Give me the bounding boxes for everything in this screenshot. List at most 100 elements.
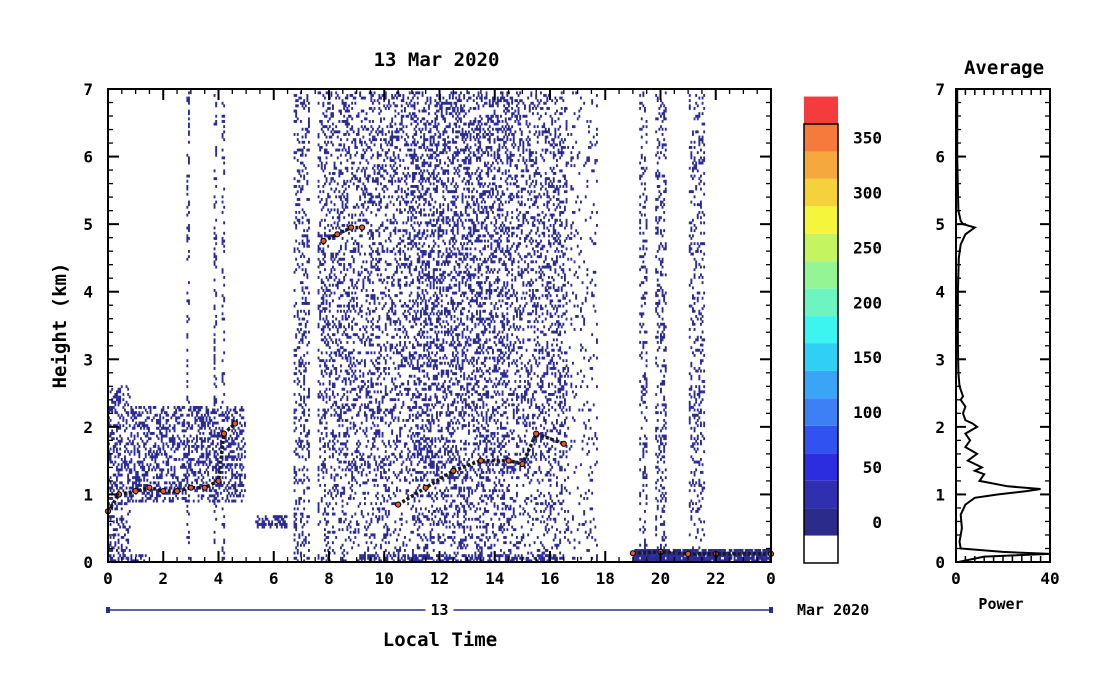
heatmap-cell [325,125,328,129]
heatmap-cell [296,507,299,511]
heatmap-cell [388,309,390,313]
heatmap-cell [421,478,424,482]
heatmap-cell [333,333,336,337]
heatmap-cell [325,411,328,415]
heatmap-cell [207,424,210,428]
heatmap-cell [394,554,397,558]
heatmap-cell [332,452,334,456]
heatmap-cell [191,411,194,415]
heatmap-cell [303,398,306,402]
heatmap-cell [320,338,323,342]
heatmap-cell [397,416,400,420]
heatmap-cell [223,338,226,342]
heatmap-cell [416,252,419,256]
heatmap-cell [319,159,322,162]
heatmap-cell [388,528,390,532]
heatmap-cell [378,96,381,100]
heatmap-cell [308,239,310,243]
heatmap-cell [239,458,242,461]
heatmap-cell [352,541,355,545]
heatmap-cell [306,515,309,519]
heatmap-cell [293,361,296,365]
heatmap-cell [378,195,381,199]
heatmap-cell [327,491,330,495]
heatmap-cell [343,432,346,435]
heatmap-cell [112,481,115,485]
heatmap-cell [186,476,189,480]
heatmap-cell [412,135,414,139]
heatmap-cell [282,520,285,524]
heatmap-cell [341,281,344,285]
heatmap-cell [420,442,422,446]
heatmap-cell [424,411,427,415]
heatmap-cell [388,512,390,516]
heatmap-cell [380,291,382,295]
heatmap-cell [324,528,326,532]
heatmap-cell [336,216,339,220]
heatmap-cell [232,408,235,412]
heatmap-cell [213,263,216,266]
heatmap-cell [384,185,387,188]
heatmap-cell [109,476,112,480]
heatmap-cell [360,359,363,363]
heatmap-cell [327,278,330,282]
heatmap-cell [357,385,360,389]
heatmap-cell [325,543,328,547]
heatmap-cell [296,169,299,173]
heatmap-cell [416,361,419,365]
heatmap-cell [296,328,299,331]
heatmap-cell [116,549,118,552]
heatmap-cell [346,333,349,337]
heatmap-cell [221,497,224,500]
heatmap-cell [400,426,403,430]
heatmap-cell [399,385,402,389]
heatmap-cell [400,450,403,454]
heatmap-cell [428,455,430,459]
heatmap-cell [117,452,120,456]
heatmap-cell [215,398,218,402]
heatmap-cell [300,554,302,558]
heatmap-cell [151,491,154,495]
heatmap-cell [197,471,200,474]
heatmap-cell [186,320,189,324]
heatmap-cell [397,364,400,368]
heatmap-cell [415,406,418,409]
heatmap-cell [319,317,322,321]
heatmap-cell [240,439,243,443]
heatmap-cell [386,554,389,558]
heatmap-cell [319,146,322,149]
heatmap-cell [303,543,306,547]
heatmap-cell [418,525,421,529]
heatmap-cell [426,452,429,456]
heatmap-cell [375,335,378,339]
heatmap-cell [322,257,325,261]
heatmap-cell [327,192,330,196]
heatmap-cell [405,101,408,105]
heatmap-cell [392,101,395,105]
heatmap-cell [396,458,398,461]
heatmap-cell [130,434,133,438]
heatmap-cell [372,231,374,235]
heatmap-cell [408,294,411,298]
heatmap-cell [354,177,357,181]
heatmap-cell [349,153,352,157]
heatmap-cell [330,177,333,181]
heatmap-cell [408,205,411,209]
heatmap-cell [218,426,221,430]
heatmap-cell [303,273,306,277]
heatmap-cell [213,346,216,350]
heatmap-cell [364,341,366,344]
heatmap-cell [372,385,374,389]
heatmap-cell [344,380,347,383]
heatmap-cell [418,257,421,261]
heatmap-cell [368,312,371,316]
heatmap-cell [183,447,186,451]
heatmap-cell [413,455,416,459]
heatmap-cell [405,458,408,461]
heatmap-cell [117,390,120,394]
heatmap-cell [213,489,216,493]
heatmap-cell [392,221,395,225]
heatmap-cell [399,252,402,256]
heatmap-cell [410,359,413,363]
heatmap-cell [296,315,299,318]
